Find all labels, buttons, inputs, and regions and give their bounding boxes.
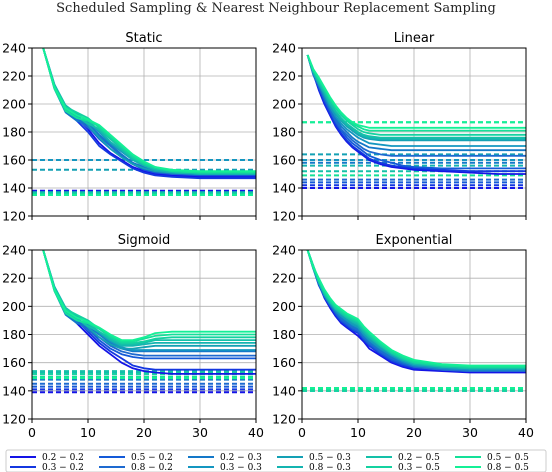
series-line bbox=[42, 48, 256, 173]
x-tick-label: 30 bbox=[462, 425, 478, 440]
x-tick-label: 20 bbox=[406, 425, 422, 440]
y-tick-label: 220 bbox=[2, 69, 26, 84]
series-line bbox=[42, 250, 256, 342]
series-line bbox=[306, 54, 526, 129]
plot-area bbox=[302, 250, 526, 392]
y-tick-label: 180 bbox=[272, 327, 296, 342]
y-tick-label: 180 bbox=[2, 125, 26, 140]
legend-label: 0.8 − 0.5 bbox=[487, 463, 529, 472]
y-tick-label: 120 bbox=[272, 209, 296, 224]
legend-label: 0.3 − 0.3 bbox=[220, 463, 262, 472]
y-tick-label: 240 bbox=[272, 41, 296, 56]
x-tick-label: 10 bbox=[80, 425, 96, 440]
x-tick-label: 30 bbox=[192, 425, 208, 440]
legend-label: 0.3 − 0.2 bbox=[42, 463, 84, 472]
y-tick-label: 160 bbox=[272, 355, 296, 370]
plot-area bbox=[32, 48, 256, 196]
panel-linear: 120 140 160 180 200 220 240 Linear bbox=[272, 31, 527, 224]
legend-frame bbox=[5, 449, 547, 472]
y-tick-label: 120 bbox=[272, 412, 296, 427]
panel-sigmoid: 120 140 160 180 200 220 240 0 10 20 30 40 Sigmoid bbox=[2, 233, 264, 440]
panel-static: 120 140 160 180 200 220 240 Static bbox=[2, 31, 257, 224]
y-tick-label: 120 bbox=[2, 412, 26, 427]
legend-label: 0.3 − 0.5 bbox=[398, 463, 440, 472]
plot-area bbox=[302, 54, 526, 189]
x-tick-label: 0 bbox=[298, 425, 306, 440]
legend-label: 0.5 − 0.2 bbox=[131, 453, 173, 463]
legend-label: 0.2 − 0.2 bbox=[42, 453, 84, 463]
y-tick-label: 180 bbox=[272, 125, 296, 140]
y-tick-label: 180 bbox=[2, 327, 26, 342]
y-tick-label: 240 bbox=[2, 243, 26, 258]
series-line bbox=[306, 54, 526, 152]
y-tick-label: 200 bbox=[2, 97, 26, 112]
series-line bbox=[306, 250, 526, 367]
legend: 0.2 − 0.20.3 − 0.2 0.5 − 0.20.8 − 0.2 0.2 … bbox=[5, 449, 547, 472]
legend-label: 0.8 − 0.2 bbox=[131, 463, 173, 472]
plot-area bbox=[32, 250, 256, 394]
y-tick-label: 220 bbox=[272, 271, 296, 286]
x-tick-label: 0 bbox=[28, 425, 36, 440]
legend-label: 0.5 − 0.3 bbox=[309, 453, 351, 463]
legend-label: 0.2 − 0.3 bbox=[220, 453, 262, 463]
series-line bbox=[42, 48, 256, 174]
panel-title: Sigmoid bbox=[118, 233, 171, 248]
y-tick-label: 200 bbox=[2, 299, 26, 314]
x-tick-label: 10 bbox=[350, 425, 366, 440]
y-tick-label: 200 bbox=[272, 97, 296, 112]
legend-label: 0.5 − 0.5 bbox=[487, 453, 529, 463]
y-tick-label: 140 bbox=[272, 181, 296, 196]
series-line bbox=[306, 54, 526, 173]
series-line bbox=[42, 250, 256, 353]
panel-exponential: 120 140 160 180 200 220 240 0 10 20 30 40 Exponentia… bbox=[272, 233, 534, 440]
y-tick-label: 140 bbox=[272, 383, 296, 398]
y-tick-label: 160 bbox=[272, 153, 296, 168]
y-tick-label: 220 bbox=[272, 69, 296, 84]
series-line bbox=[42, 250, 256, 343]
panel-title: Exponential bbox=[376, 233, 453, 248]
y-tick-label: 160 bbox=[2, 355, 26, 370]
y-tick-label: 220 bbox=[2, 271, 26, 286]
legend-label: 0.8 − 0.3 bbox=[309, 463, 351, 472]
y-tick-label: 120 bbox=[2, 209, 26, 224]
legend-label: 0.2 − 0.5 bbox=[398, 453, 440, 463]
x-tick-label: 40 bbox=[518, 425, 534, 440]
y-tick-label: 140 bbox=[2, 383, 26, 398]
y-tick-label: 160 bbox=[2, 153, 26, 168]
x-tick-label: 40 bbox=[248, 425, 264, 440]
series-line bbox=[42, 250, 256, 346]
series-line bbox=[42, 48, 256, 174]
series-line bbox=[42, 250, 256, 344]
y-tick-label: 240 bbox=[2, 41, 26, 56]
series-line bbox=[42, 48, 256, 174]
panel-title: Static bbox=[125, 31, 162, 46]
y-tick-label: 200 bbox=[272, 299, 296, 314]
panel-title: Linear bbox=[394, 31, 435, 46]
figure-title: Scheduled Sampling & Nearest Neighbour R… bbox=[56, 1, 496, 16]
x-tick-label: 20 bbox=[136, 425, 152, 440]
y-tick-label: 140 bbox=[2, 181, 26, 196]
y-tick-label: 240 bbox=[272, 243, 296, 258]
